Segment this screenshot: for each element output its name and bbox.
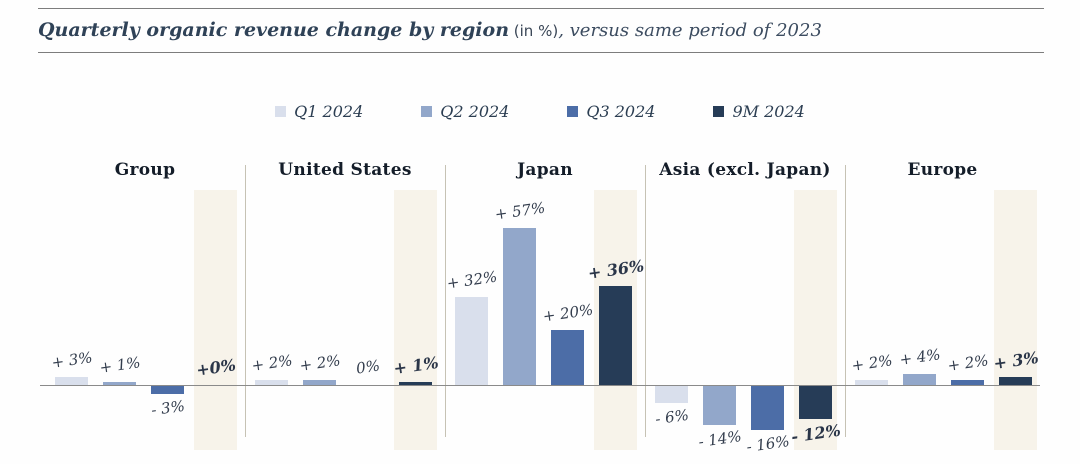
- bar-q1-2024: [855, 379, 888, 385]
- bar-q1-2024: [255, 379, 288, 385]
- legend-label: Q2 2024: [440, 102, 510, 121]
- chart-title-unit: (in %): [509, 22, 559, 40]
- bar-q3-2024: [151, 386, 184, 395]
- region-divider: [645, 165, 646, 437]
- region-divider: [845, 165, 846, 437]
- bar-q2-2024: [103, 382, 136, 385]
- region-divider: [245, 165, 246, 437]
- legend-swatch-icon: [421, 106, 433, 117]
- bar-q2-2024: [903, 374, 936, 385]
- bar-q1-2024: [55, 376, 88, 385]
- highlight-band-9m: [194, 190, 237, 450]
- legend-item: 9M 2024: [713, 102, 805, 121]
- bar-q2-2024: [503, 228, 536, 385]
- legend-label: Q3 2024: [586, 102, 656, 121]
- legend-item: Q3 2024: [567, 102, 655, 121]
- bar-q2-2024: [303, 379, 336, 385]
- bar-q3-2024: [951, 379, 984, 385]
- region-header: Group: [114, 160, 176, 180]
- chart-title: Quarterly organic revenue change by regi…: [38, 19, 1038, 41]
- region-header: Japan: [517, 160, 573, 180]
- legend-item: Q1 2024: [275, 102, 363, 121]
- region-header: Europe: [907, 160, 978, 180]
- region-divider: [445, 165, 446, 437]
- highlight-band-9m: [994, 190, 1037, 450]
- legend-label: Q1 2024: [294, 102, 364, 121]
- chart-title-suffix: , versus same period of 2023: [558, 20, 822, 41]
- bar-9m-2024: [799, 386, 832, 419]
- bar-q3-2024: [551, 330, 584, 385]
- bar-q2-2024: [703, 386, 736, 425]
- chart-area: Group United States Japan Asia (excl. Japan…: [0, 160, 1080, 464]
- legend-item: Q2 2024: [421, 102, 509, 121]
- legend-swatch-icon: [567, 106, 579, 117]
- legend-swatch-icon: [713, 106, 725, 117]
- bar-q1-2024: [455, 297, 488, 385]
- legend-label: 9M 2024: [732, 102, 805, 121]
- chart-title-main: Quarterly organic revenue change by regi…: [38, 19, 510, 41]
- region-header: United States: [278, 160, 412, 180]
- chart-legend: Q1 2024 Q2 2024 Q3 2024 9M 2024: [0, 102, 1080, 121]
- top-rule: [38, 8, 1044, 9]
- highlight-band-9m: [394, 190, 437, 450]
- bar-9m-2024: [599, 286, 632, 385]
- bar-9m-2024: [999, 376, 1032, 385]
- title-underline-rule: [38, 52, 1044, 53]
- bar-value-label: + 57%: [493, 198, 546, 224]
- region-header: Asia (excl. Japan): [659, 160, 831, 180]
- bar-q1-2024: [655, 386, 688, 403]
- zero-axis-line: [40, 385, 1040, 386]
- legend-swatch-icon: [275, 106, 287, 117]
- bar-q3-2024: [751, 386, 784, 430]
- bar-9m-2024: [399, 382, 432, 385]
